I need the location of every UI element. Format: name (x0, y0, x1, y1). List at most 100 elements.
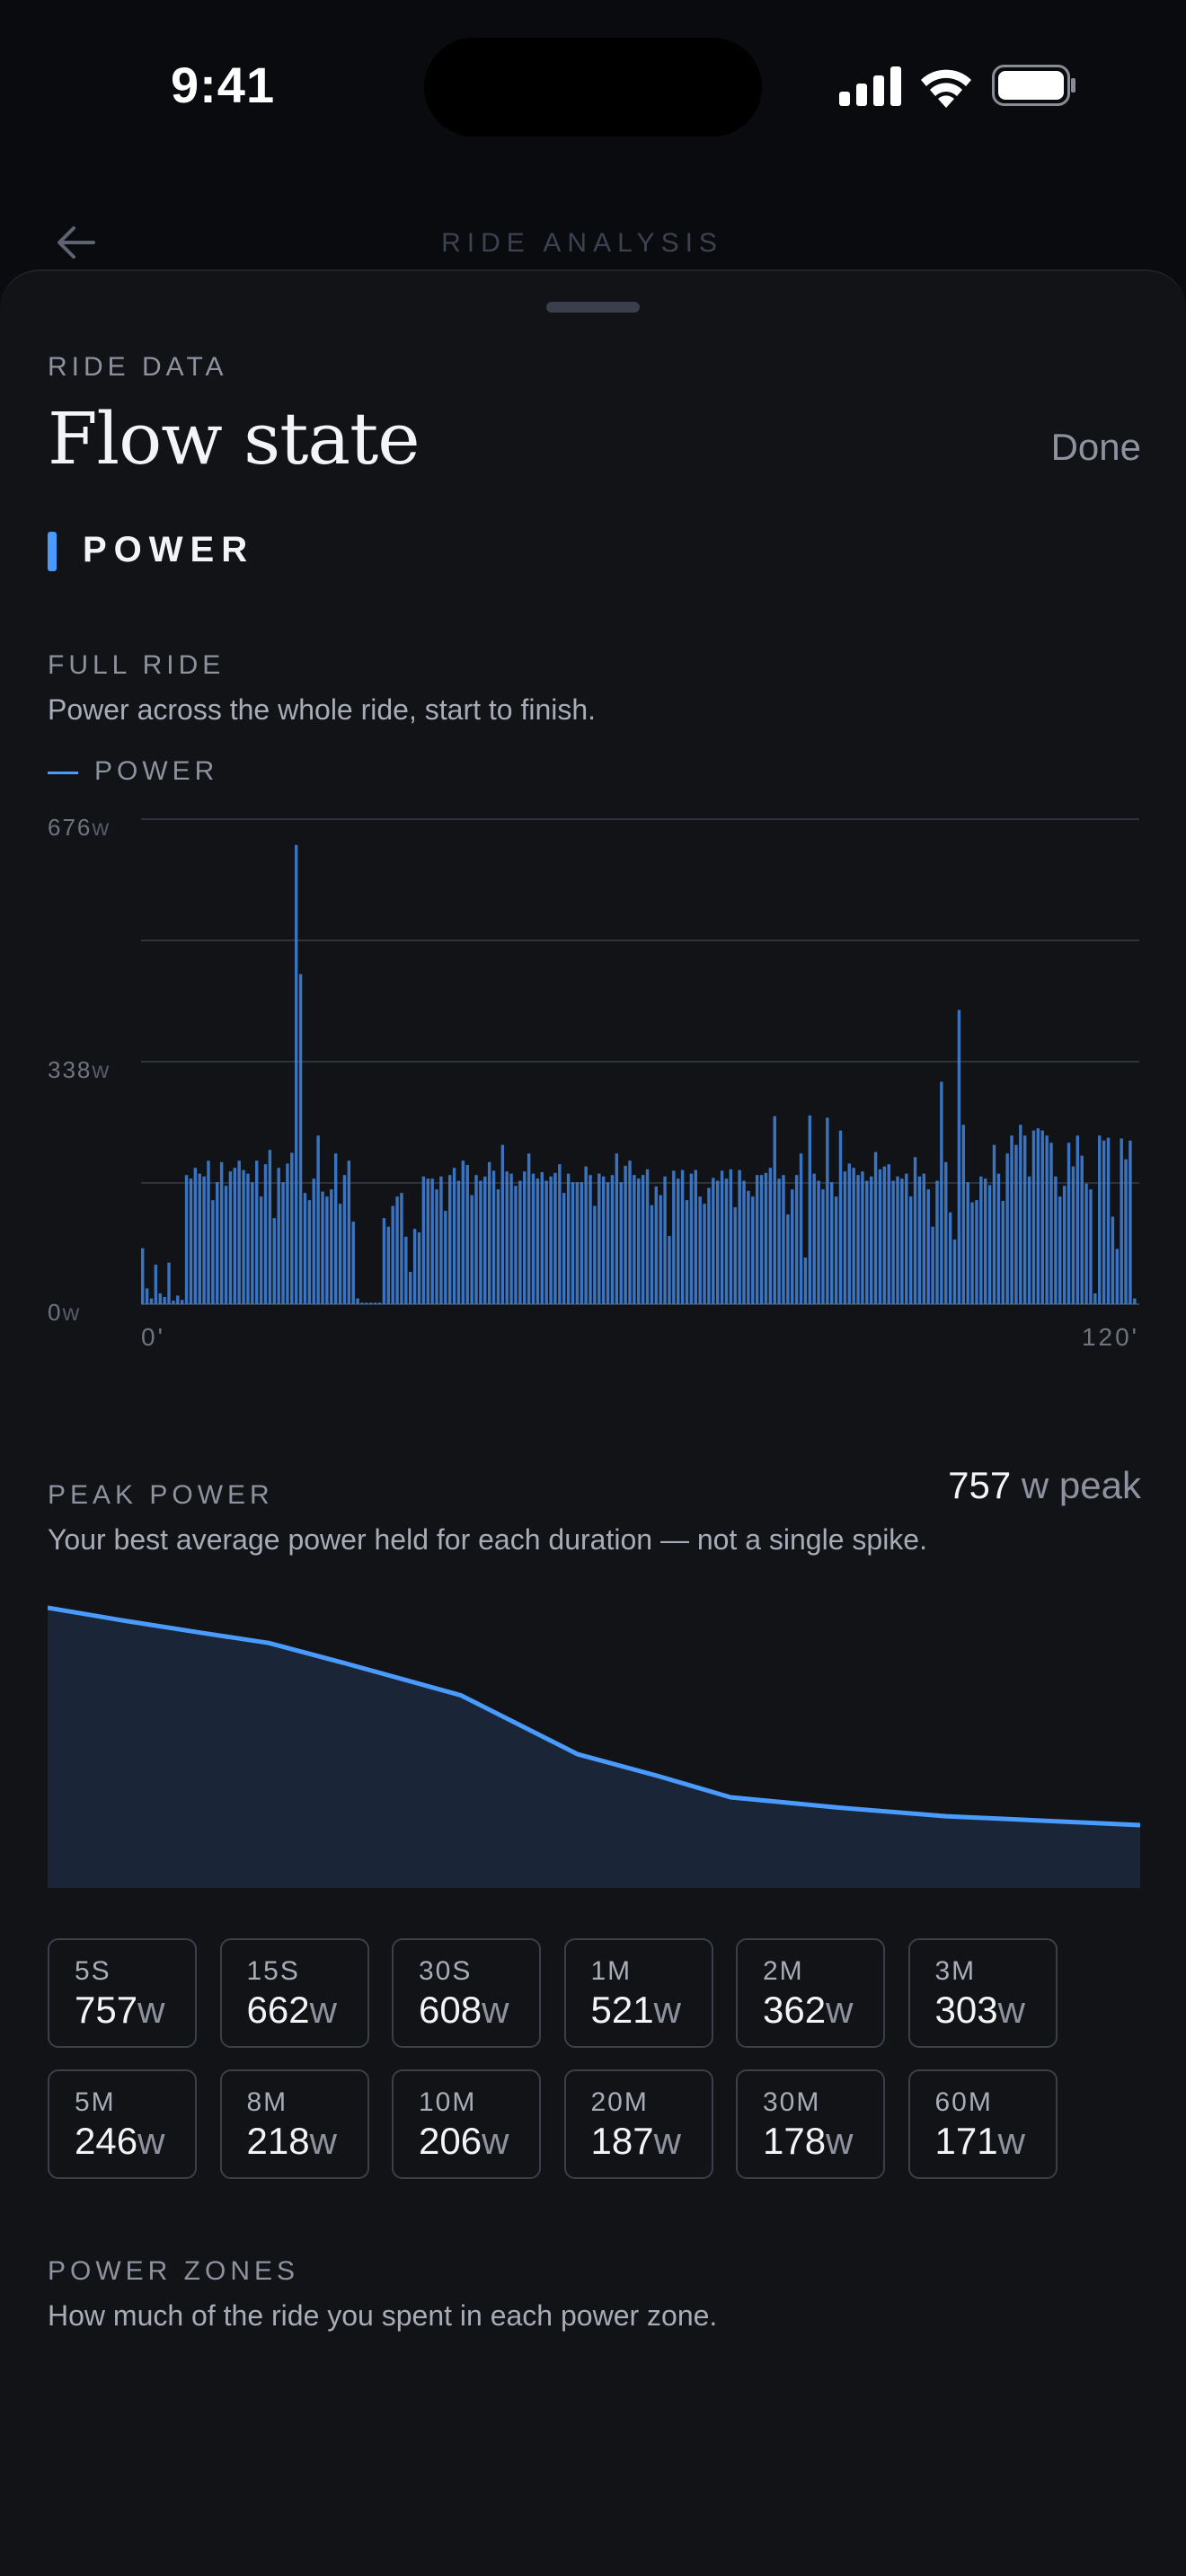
power-bar (729, 1169, 733, 1304)
power-bar (984, 1178, 987, 1304)
duration-value: 206w (419, 2120, 509, 2163)
power-bar (826, 1117, 829, 1304)
duration-label: 15S (246, 1956, 300, 1986)
peak-duration-card[interactable]: 10M 206w (392, 2069, 541, 2179)
tab-power[interactable]: POWER (83, 530, 255, 569)
full-ride-description: Power across the whole ride, start to fi… (48, 693, 597, 726)
power-bar (333, 1153, 338, 1304)
power-bar (1031, 1130, 1036, 1304)
power-bar (1071, 1166, 1075, 1304)
power-bar (987, 1185, 992, 1304)
power-bar (281, 1182, 285, 1304)
power-bar (176, 1295, 180, 1304)
peak-number: 757 (948, 1464, 1012, 1506)
power-bar (873, 1151, 878, 1304)
duration-label: 30M (763, 2087, 821, 2117)
power-bar (228, 1171, 233, 1304)
peak-duration-card[interactable]: 3M 303w (907, 1938, 1058, 2048)
duration-unit: w (826, 2120, 854, 2162)
done-button[interactable]: Done (1006, 426, 1141, 469)
power-bar (878, 1169, 882, 1304)
power-bar (672, 1170, 676, 1304)
peak-duration-card[interactable]: 30M 178w (736, 2069, 885, 2179)
peak-duration-card[interactable]: 20M 187w (563, 2069, 713, 2179)
power-bar (1014, 1144, 1018, 1304)
sheet-grabber[interactable] (546, 302, 640, 313)
duration-label: 30S (419, 1956, 473, 1986)
power-bar (198, 1173, 201, 1304)
full-ride-power-chart: 676w 338w 0w 0' 120' (48, 814, 1139, 1351)
power-bar (1093, 1293, 1097, 1304)
power-bar (163, 1297, 166, 1304)
duration-unit: w (653, 1989, 681, 2031)
power-bar (377, 1302, 382, 1304)
peak-duration-card[interactable]: 15S 662w (219, 1938, 369, 2048)
power-bar (544, 1180, 548, 1304)
power-bar (856, 1175, 860, 1304)
power-bar (645, 1169, 650, 1304)
peak-power-line (48, 1605, 1140, 1828)
duration-value: 246w (75, 2120, 164, 2163)
power-bar (325, 1196, 329, 1304)
peak-duration-card[interactable]: 60M 171w (907, 2069, 1058, 2179)
peak-power-value: 757 w peak (809, 1464, 1141, 1507)
power-bar (975, 1200, 978, 1304)
power-bar (1120, 1138, 1123, 1304)
peak-unit: w peak (1011, 1464, 1141, 1506)
duration-number: 303 (934, 1989, 998, 2031)
peak-duration-card[interactable]: 5M 246w (48, 2069, 197, 2179)
power-bar (338, 1204, 342, 1304)
power-bar (896, 1176, 899, 1304)
peak-duration-card[interactable]: 2M 362w (736, 1938, 885, 2048)
power-bar (1080, 1155, 1084, 1304)
duration-number: 662 (246, 1989, 310, 2031)
power-bar (527, 1153, 531, 1304)
power-bar (202, 1176, 206, 1304)
x-tick-label: 0' (141, 1323, 165, 1351)
power-bar (184, 1175, 189, 1304)
power-bar (158, 1293, 162, 1304)
power-bar (633, 1175, 636, 1304)
power-bar (251, 1182, 254, 1304)
power-bar (558, 1164, 562, 1304)
power-bar (589, 1175, 592, 1304)
power-bar (913, 1157, 917, 1304)
power-bar (456, 1180, 461, 1304)
power-bar (615, 1153, 619, 1304)
duration-unit: w (482, 1989, 509, 2031)
power-bar (944, 1161, 948, 1304)
power-bar (365, 1302, 368, 1304)
power-bar (663, 1176, 667, 1304)
power-bar (610, 1175, 615, 1304)
peak-duration-card[interactable]: 5S 757w (48, 1938, 197, 2048)
power-bar (514, 1186, 518, 1304)
power-bar (940, 1081, 943, 1304)
power-bar (952, 1239, 957, 1304)
power-bar (540, 1172, 544, 1304)
power-bar (917, 1176, 922, 1304)
power-bar (628, 1160, 632, 1304)
peak-duration-card[interactable]: 8M 218w (219, 2069, 369, 2179)
duration-value: 171w (935, 2120, 1025, 2163)
peak-duration-card[interactable]: 30S 608w (392, 1938, 541, 2048)
power-bar (992, 1144, 996, 1304)
power-bar (1005, 1153, 1009, 1304)
power-zones-heading: POWER ZONES (48, 2256, 300, 2286)
duration-label: 2M (763, 1956, 804, 1986)
duration-number: 246 (75, 2120, 138, 2162)
power-bar (764, 1172, 768, 1304)
power-bar (979, 1176, 983, 1304)
power-bar (553, 1172, 557, 1304)
peak-duration-card[interactable]: 1M 521w (563, 1938, 713, 2048)
power-bar (373, 1302, 377, 1304)
power-bar (887, 1164, 890, 1304)
power-bar (207, 1160, 210, 1304)
duration-value: 187w (591, 2120, 681, 2163)
power-bar (391, 1205, 394, 1304)
power-bar (562, 1193, 566, 1304)
duration-unit: w (482, 2120, 509, 2162)
back-arrow-icon[interactable] (54, 223, 97, 262)
duration-value: 303w (935, 1989, 1025, 2032)
power-bar (1106, 1137, 1111, 1304)
power-bar (1022, 1135, 1027, 1304)
